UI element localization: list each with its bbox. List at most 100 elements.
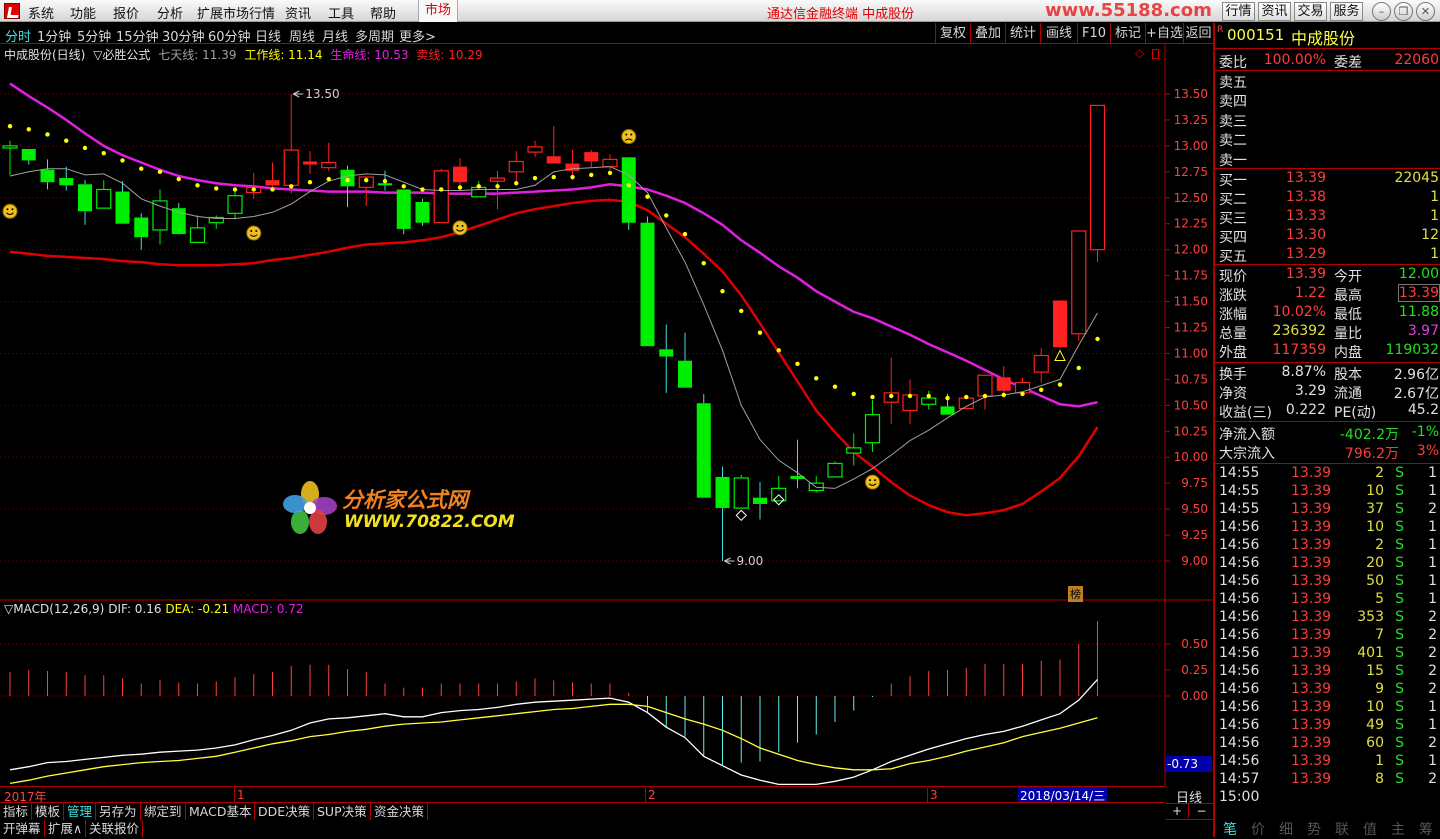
candle-body	[171, 208, 186, 235]
toolbar-button-7[interactable]: SUP决策	[314, 803, 371, 820]
zoom-out-button[interactable]: −	[1196, 804, 1207, 818]
period-monthly[interactable]: 月线	[322, 30, 349, 45]
period-intraday[interactable]: 分时	[5, 30, 32, 45]
candle-body	[846, 447, 862, 454]
period-more[interactable]: 更多>	[399, 30, 436, 45]
toolbar-button-1[interactable]: 扩展∧	[45, 820, 87, 837]
panel-toggle-icon[interactable]	[1152, 49, 1159, 59]
y-tick-label: 13.50	[1174, 87, 1208, 101]
overlay-button[interactable]: 叠加	[970, 23, 1005, 44]
quote-tab-7[interactable]: 筹	[1419, 822, 1433, 838]
tick-price: 13.39	[1291, 699, 1332, 715]
quote-tab-3[interactable]: 势	[1307, 822, 1321, 838]
quote-button[interactable]: 行情	[1222, 2, 1255, 21]
quote-tab-0[interactable]: 笔	[1223, 822, 1237, 838]
toolbar-button-3[interactable]: 另存为	[96, 803, 141, 820]
work-line-dot	[907, 393, 913, 399]
period-15min[interactable]: 15分钟	[116, 30, 159, 45]
weibi-label: 委比	[1219, 55, 1247, 71]
tick-volume: 401	[1357, 645, 1384, 661]
diamond-icon[interactable]: ◇	[1135, 46, 1145, 60]
divider	[1215, 264, 1440, 265]
candle	[2, 140, 18, 175]
tick-volume: 1	[1375, 753, 1384, 769]
toolbar-button-4[interactable]: 绑定到	[141, 803, 186, 820]
mouth	[624, 138, 633, 141]
macd-y-tick-label: 0.25	[1181, 663, 1208, 677]
stats-button[interactable]: 统计	[1005, 23, 1040, 44]
period-label[interactable]: 日线	[1175, 791, 1202, 806]
toolbar-button-0[interactable]: 开弹幕	[0, 820, 45, 837]
work-line-dot	[82, 145, 88, 151]
f10-button[interactable]: F10	[1077, 23, 1110, 44]
toolbar-button-2[interactable]: 关联报价	[86, 820, 144, 837]
work-line-dot	[1057, 382, 1063, 387]
period-1min[interactable]: 1分钟	[37, 30, 72, 45]
kline-chart[interactable]: 13.50 13.25 13.00 12.75 12.50 12.25 12.00 11.75…	[0, 44, 1213, 786]
face	[621, 129, 637, 145]
news-button[interactable]: 资讯	[1258, 2, 1291, 21]
menu-analysis[interactable]: 分析	[157, 7, 184, 22]
market-tab[interactable]: 市场	[418, 0, 458, 22]
back-button[interactable]: 返回	[1183, 23, 1213, 44]
add-watchlist-button[interactable]: +自选	[1145, 23, 1183, 44]
toolbar-button-6[interactable]: DDE决策	[255, 803, 315, 820]
work-line-dot	[964, 394, 969, 400]
mouth	[868, 483, 877, 486]
y-tick-label: 10.50	[1174, 398, 1208, 412]
menu-system[interactable]: 系统	[28, 7, 55, 22]
candle-body	[827, 462, 843, 478]
restore-icon[interactable]: ❐	[1394, 2, 1413, 21]
tick-volume: 50	[1366, 573, 1384, 589]
stat-row: 外盘 117359 内盘 119032	[1219, 342, 1439, 361]
mark-button[interactable]: 标记	[1110, 23, 1145, 44]
tick-side: S	[1395, 591, 1404, 607]
stat-value: 117359	[1272, 342, 1326, 358]
bid-price: 13.29	[1285, 246, 1326, 262]
candle	[40, 159, 55, 190]
tick-side: S	[1395, 753, 1404, 769]
menu-function[interactable]: 功能	[70, 7, 97, 22]
close-icon[interactable]: ✕	[1416, 2, 1435, 21]
adjust-button[interactable]: 复权	[935, 23, 970, 44]
period-daily[interactable]: 日线	[255, 30, 282, 45]
period-60min[interactable]: 60分钟	[208, 30, 251, 45]
service-button[interactable]: 服务	[1330, 2, 1363, 21]
y-tick-label: 10.75	[1174, 372, 1208, 386]
draw-button[interactable]: 画线	[1040, 23, 1077, 44]
quote-tab-1[interactable]: 价	[1251, 822, 1265, 838]
divider	[1215, 168, 1440, 169]
work-line-dot	[720, 288, 725, 294]
tick-row: 14:56 13.39 15 S 2	[1219, 663, 1439, 682]
rank-badge[interactable]: 榜	[1068, 586, 1083, 602]
quote-tab-5[interactable]: 值	[1363, 822, 1377, 838]
menu-tools[interactable]: 工具	[328, 7, 355, 22]
minimize-icon[interactable]: –	[1372, 2, 1391, 21]
macd-title[interactable]: ▽MACD(12,26,9)	[4, 602, 105, 616]
smiley-icon	[2, 203, 18, 219]
menu-help[interactable]: 帮助	[370, 7, 397, 22]
period-weekly[interactable]: 周线	[289, 30, 316, 45]
candle-body	[508, 160, 524, 173]
quote-tab-2[interactable]: 细	[1279, 822, 1293, 838]
zoom-in-button[interactable]: +	[1166, 804, 1189, 818]
tick-price: 13.39	[1291, 681, 1332, 697]
toolbar-button-0[interactable]: 指标	[0, 803, 33, 820]
trade-button[interactable]: 交易	[1294, 2, 1327, 21]
toolbar-button-8[interactable]: 资金决策	[371, 803, 429, 820]
menu-extended-market[interactable]: 扩展市场行情	[197, 7, 276, 22]
toolbar-button-2[interactable]: 管理	[64, 803, 97, 820]
formula-selector[interactable]: ▽必胜公式	[93, 48, 151, 62]
stat-label: 涨跌	[1219, 288, 1247, 304]
period-multi[interactable]: 多周期	[355, 30, 395, 45]
quote-tab-4[interactable]: 联	[1335, 822, 1349, 838]
menu-info[interactable]: 资讯	[285, 7, 312, 22]
toolbar-button-1[interactable]: 模板	[32, 803, 65, 820]
work-line-dot	[1001, 392, 1006, 398]
tick-row: 14:55 13.39 37 S 2	[1219, 501, 1439, 520]
period-5min[interactable]: 5分钟	[77, 30, 112, 45]
toolbar-button-5[interactable]: MACD基本	[186, 803, 256, 820]
menu-quote[interactable]: 报价	[113, 7, 140, 22]
quote-tab-6[interactable]: 主	[1391, 822, 1405, 838]
period-30min[interactable]: 30分钟	[162, 30, 205, 45]
